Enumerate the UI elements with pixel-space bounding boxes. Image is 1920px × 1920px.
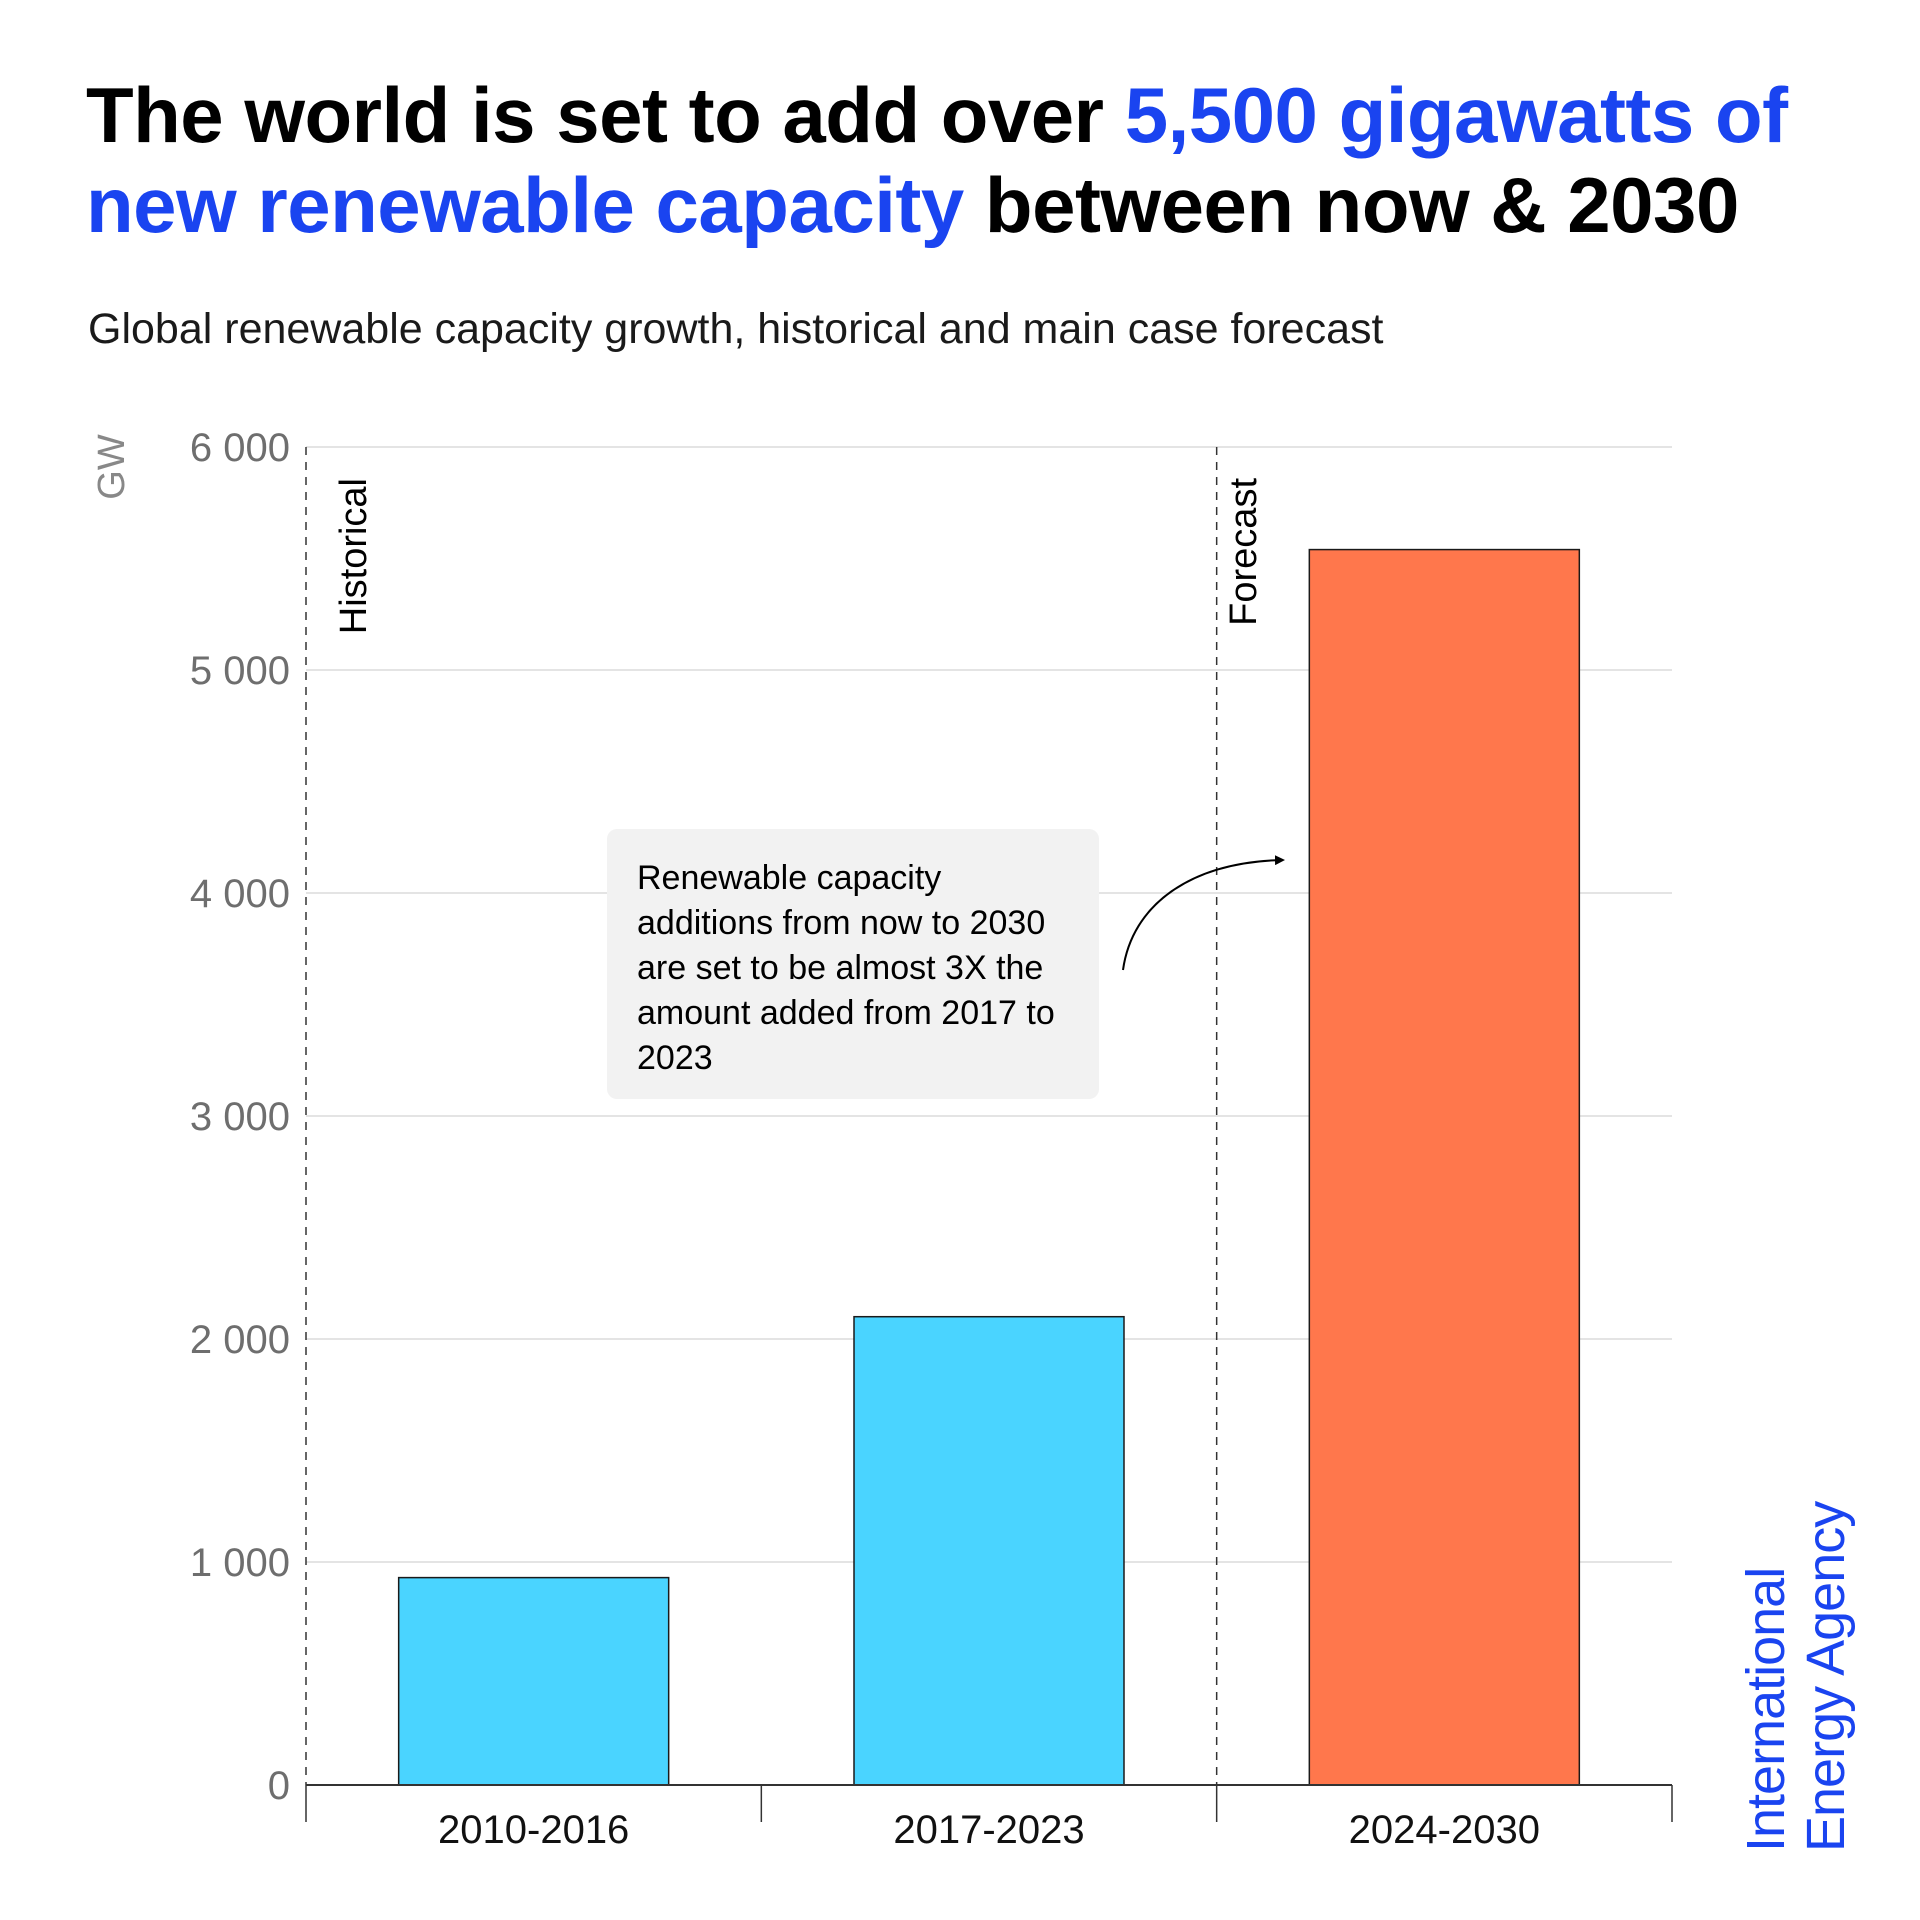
y-tick-label: 4 000: [190, 872, 290, 916]
y-tick-label: 1 000: [190, 1541, 290, 1585]
y-tick-label: 5 000: [190, 649, 290, 693]
forecast-label: Forecast: [1223, 478, 1265, 626]
logo-line-2: Energy Agency: [1796, 1501, 1856, 1852]
bar-2010-2016: [397, 1576, 670, 1786]
title-highlight-1: 5,500 gigawatts of: [1124, 71, 1788, 159]
annotation-box: Renewable capacity additions from now to…: [607, 829, 1099, 1099]
title-text-2: between now & 2030: [963, 161, 1739, 249]
y-tick-label: 2 000: [190, 1318, 290, 1362]
chart-title: The world is set to add over 5,500 gigaw…: [86, 70, 1866, 250]
x-tick-label: 2024-2030: [1349, 1808, 1540, 1852]
title-highlight-2: new renewable capacity: [86, 161, 964, 249]
historical-label: Historical: [333, 478, 375, 634]
y-axis-label: GW: [91, 434, 133, 500]
x-tick-label: 2010-2016: [438, 1808, 629, 1852]
bar-2024-2030: [1308, 548, 1581, 1786]
title-text-1: The world is set to add over: [86, 71, 1125, 159]
annotation-arrow: [1122, 855, 1285, 971]
x-tick-label: 2017-2023: [893, 1808, 1084, 1852]
y-tick-label: 6 000: [190, 426, 290, 470]
y-tick-label: 0: [268, 1764, 290, 1808]
iea-logo: International Energy Agency: [1736, 1502, 1856, 1852]
bar-2017-2023: [853, 1315, 1125, 1786]
chart-subtitle: Global renewable capacity growth, histor…: [88, 305, 1384, 353]
logo-line-1: International: [1736, 1567, 1796, 1852]
y-tick-label: 3 000: [190, 1095, 290, 1139]
